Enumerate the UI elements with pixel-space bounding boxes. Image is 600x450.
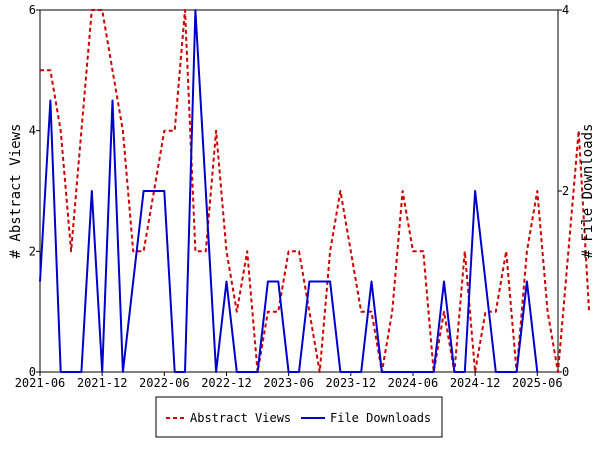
x-tick-label: 2023-06 [263,376,314,390]
x-tick-label: 2021-06 [15,376,66,390]
legend-label-abstract-views: Abstract Views [190,411,291,425]
x-tick-label: 2022-12 [201,376,252,390]
legend: Abstract Views File Downloads [156,397,442,437]
right-y-tick-label: 0 [562,365,569,379]
right-y-tick-label: 2 [562,184,569,198]
plot-area [40,10,558,372]
left-y-tick-label: 4 [29,124,36,138]
x-tick-label: 2024-12 [450,376,501,390]
right-y-axis-ticks: 0 2 4 [558,3,569,379]
x-tick-label: 2025-06 [512,376,563,390]
x-tick-label: 2021-12 [77,376,128,390]
x-axis-ticks: 2021-06 2021-12 2022-06 2022-12 2023-06 2023-… [15,372,563,390]
left-y-tick-label: 0 [29,365,36,379]
plot-frame [40,10,558,372]
legend-label-file-downloads: File Downloads [330,411,431,425]
right-y-tick-label: 4 [562,3,569,17]
left-y-axis-title: # Abstract Views [8,124,24,259]
x-tick-label: 2023-12 [326,376,377,390]
right-y-axis-title: # File Downloads [580,124,596,259]
x-tick-label: 2022-06 [139,376,190,390]
x-tick-label: 2024-06 [388,376,439,390]
left-y-tick-label: 6 [29,3,36,17]
left-y-tick-label: 2 [29,244,36,258]
left-y-axis-ticks: 0 2 4 6 [29,3,40,379]
